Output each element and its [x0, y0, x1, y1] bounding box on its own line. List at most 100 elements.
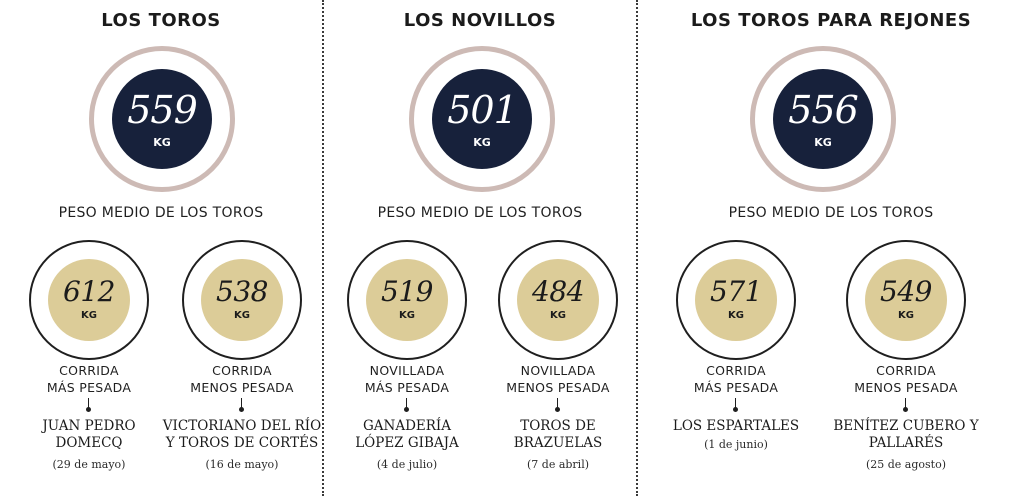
weight-ring: 519 KG [347, 240, 467, 360]
ganaderia-name: GANADERÍA LÓPEZ GIBAJA [317, 418, 497, 452]
section-divider [322, 0, 324, 496]
section-los-toros: LOS TOROS 559 KG PESO MEDIO DE LOS TOROS… [0, 0, 322, 496]
category-label: CORRIDA MÁS PESADA [661, 362, 811, 396]
weight-disc: 571 KG [695, 259, 777, 341]
category-label: NOVILLADA MENOS PESADA [483, 362, 633, 396]
weight-value: 571 [710, 275, 762, 308]
weight-disc: 549 KG [865, 259, 947, 341]
arrow-down-icon [239, 398, 244, 412]
weight-unit: KG [898, 310, 914, 321]
category-line-1: CORRIDA [212, 363, 272, 378]
arrow-down-icon [555, 398, 560, 412]
weight-ring: 484 KG [498, 240, 618, 360]
category-line-2: MÁS PESADA [364, 380, 450, 395]
weight-unit: KG [550, 310, 566, 321]
weight-unit: KG [234, 310, 250, 321]
category-line-2: MENOS PESADA [854, 380, 958, 395]
average-weight-disc: 501 KG [432, 69, 532, 169]
section-divider [636, 0, 638, 496]
category-line-2: MENOS PESADA [190, 380, 294, 395]
weight-disc: 519 KG [366, 259, 448, 341]
arrow-down-icon [733, 398, 738, 412]
arrow-down-icon [86, 398, 91, 412]
average-weight-disc: 559 KG [112, 69, 212, 169]
lightest-block: 549 KG CORRIDA MENOS PESADA BENÍTEZ CUBE… [831, 240, 981, 480]
ganaderia-line-1: GANADERÍA [362, 418, 452, 434]
section-title: LOS NOVILLOS [403, 10, 557, 31]
average-weight-ring: 559 KG [89, 46, 235, 192]
event-date: (16 de mayo) [205, 458, 279, 471]
ganaderia-name: LOS ESPARTALES [646, 418, 826, 435]
category-line-2: MENOS PESADA [506, 380, 610, 395]
arrow-down-icon [404, 398, 409, 412]
heaviest-block: 612 KG CORRIDA MÁS PESADA JUAN PEDRO DOM… [14, 240, 164, 480]
category-label: CORRIDA MÁS PESADA [14, 362, 164, 396]
event-date: (29 de mayo) [52, 458, 126, 471]
weight-unit: KG [399, 310, 415, 321]
weight-value: 484 [532, 275, 584, 308]
ganaderia-name: BENÍTEZ CUBERO Y PALLARÉS [816, 418, 996, 452]
average-weight-value: 559 [127, 88, 198, 132]
weight-unit: KG [728, 310, 744, 321]
average-weight-value: 556 [788, 88, 859, 132]
section-toros-rejones: LOS TOROS PARA REJONES 556 KG PESO MEDIO… [638, 0, 1024, 496]
ganaderia-name: TOROS DE BRAZUELAS [468, 418, 648, 452]
weight-value: 549 [880, 275, 932, 308]
heaviest-block: 519 KG NOVILLADA MÁS PESADA GANADERÍA LÓ… [332, 240, 482, 480]
ganaderia-line-1: BENÍTEZ CUBERO Y [833, 418, 979, 434]
weight-ring: 571 KG [676, 240, 796, 360]
weight-value: 612 [63, 275, 115, 308]
event-date: (1 de junio) [704, 438, 768, 451]
category-label: NOVILLADA MÁS PESADA [332, 362, 482, 396]
weight-disc: 484 KG [517, 259, 599, 341]
average-weight-label: PESO MEDIO DE LOS TOROS [58, 205, 264, 221]
ganaderia-line-2: PALLARÉS [868, 435, 944, 451]
category-line-1: CORRIDA [876, 363, 936, 378]
ganaderia-name: VICTORIANO DEL RÍO Y TOROS DE CORTÉS [152, 418, 332, 452]
weight-ring: 612 KG [29, 240, 149, 360]
ganaderia-line-1: VICTORIANO DEL RÍO [162, 418, 322, 434]
category-line-2: MÁS PESADA [693, 380, 779, 395]
section-title: LOS TOROS [101, 10, 221, 31]
ganaderia-line-2: DOMECQ [55, 435, 123, 451]
ganaderia-line-2: Y TOROS DE CORTÉS [165, 435, 319, 451]
average-weight-ring: 501 KG [409, 46, 555, 192]
category-line-1: CORRIDA [59, 363, 119, 378]
lightest-block: 538 KG CORRIDA MENOS PESADA VICTORIANO D… [163, 240, 321, 480]
event-date: (4 de julio) [376, 458, 438, 471]
average-weight-unit: KG [814, 136, 832, 149]
category-line-1: NOVILLADA [520, 363, 596, 378]
average-weight-ring: 556 KG [750, 46, 896, 192]
section-los-novillos: LOS NOVILLOS 501 KG PESO MEDIO DE LOS TO… [324, 0, 636, 496]
ganaderia-line-1: TOROS DE [520, 418, 596, 434]
average-weight-label: PESO MEDIO DE LOS TOROS [728, 205, 934, 221]
average-weight-label: PESO MEDIO DE LOS TOROS [377, 205, 583, 221]
weight-disc: 538 KG [201, 259, 283, 341]
weight-value: 519 [381, 275, 433, 308]
category-line-1: CORRIDA [706, 363, 766, 378]
category-line-2: MÁS PESADA [46, 380, 132, 395]
section-title: LOS TOROS PARA REJONES [690, 10, 972, 31]
weight-unit: KG [81, 310, 97, 321]
ganaderia-line-2: LÓPEZ GIBAJA [355, 435, 459, 451]
arrow-down-icon [903, 398, 908, 412]
ganaderia-name: JUAN PEDRO DOMECQ [0, 418, 179, 452]
ganaderia-line-1: JUAN PEDRO [42, 418, 136, 434]
ganaderia-line-2: BRAZUELAS [513, 435, 603, 451]
weight-ring: 538 KG [182, 240, 302, 360]
lightest-block: 484 KG NOVILLADA MENOS PESADA TOROS DE B… [483, 240, 633, 480]
weight-ring: 549 KG [846, 240, 966, 360]
heaviest-block: 571 KG CORRIDA MÁS PESADA LOS ESPARTALES… [661, 240, 811, 480]
average-weight-unit: KG [473, 136, 491, 149]
average-weight-value: 501 [447, 88, 518, 132]
category-line-1: NOVILLADA [369, 363, 445, 378]
ganaderia-line-1: LOS ESPARTALES [672, 418, 800, 434]
category-label: CORRIDA MENOS PESADA [167, 362, 317, 396]
event-date: (7 de abril) [526, 458, 590, 471]
average-weight-disc: 556 KG [773, 69, 873, 169]
category-label: CORRIDA MENOS PESADA [831, 362, 981, 396]
weight-value: 538 [216, 275, 268, 308]
average-weight-unit: KG [153, 136, 171, 149]
weight-disc: 612 KG [48, 259, 130, 341]
event-date: (25 de agosto) [865, 458, 947, 471]
